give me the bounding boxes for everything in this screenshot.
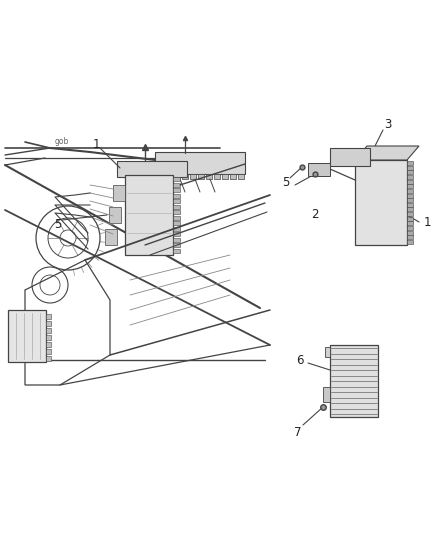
Bar [46, 314, 51, 319]
Bar [407, 221, 413, 225]
Bar [222, 174, 228, 179]
Bar [125, 175, 173, 255]
Bar [46, 342, 51, 347]
Text: 1: 1 [92, 139, 100, 151]
Bar [323, 387, 330, 402]
Bar [407, 231, 413, 235]
Text: 3: 3 [384, 118, 392, 132]
Bar [173, 238, 180, 242]
Bar [407, 184, 413, 188]
Bar [173, 216, 180, 220]
Bar [214, 174, 220, 179]
Bar [173, 188, 180, 192]
Text: 2: 2 [311, 208, 319, 222]
Bar [330, 345, 378, 417]
Text: 1: 1 [423, 215, 431, 229]
Text: gob: gob [55, 136, 69, 146]
Bar [174, 174, 180, 179]
Bar [206, 174, 212, 179]
Bar [173, 227, 180, 231]
Bar [407, 212, 413, 216]
Bar [46, 335, 51, 340]
Bar [173, 221, 180, 225]
Bar [8, 310, 46, 362]
Bar [46, 349, 51, 354]
Bar [238, 174, 244, 179]
Text: 7: 7 [294, 425, 302, 439]
Bar [117, 161, 187, 177]
Bar [407, 226, 413, 230]
Bar [46, 328, 51, 333]
Bar [173, 244, 180, 247]
Bar [407, 189, 413, 193]
Bar [407, 171, 413, 174]
Polygon shape [355, 146, 419, 160]
Text: 5: 5 [283, 175, 290, 189]
Bar [230, 174, 236, 179]
Bar [109, 207, 121, 223]
Bar [190, 174, 196, 179]
Bar [330, 148, 370, 166]
Bar [407, 203, 413, 207]
Bar [407, 193, 413, 198]
Bar [407, 207, 413, 212]
Bar [173, 177, 180, 181]
Bar [325, 347, 330, 357]
Bar [407, 198, 413, 202]
Bar [166, 174, 172, 179]
Bar [46, 321, 51, 326]
Bar [407, 161, 413, 165]
Bar [182, 174, 188, 179]
Bar [198, 174, 204, 179]
Bar [407, 180, 413, 183]
Text: 5: 5 [54, 217, 62, 230]
Bar [355, 160, 407, 245]
Bar [173, 193, 180, 198]
Bar [46, 356, 51, 361]
Bar [173, 210, 180, 214]
Bar [113, 185, 125, 201]
Bar [407, 175, 413, 179]
Bar [173, 249, 180, 253]
Bar [173, 199, 180, 203]
Bar [173, 182, 180, 187]
Bar [105, 229, 117, 245]
Bar [173, 205, 180, 209]
Bar [407, 240, 413, 244]
Text: 6: 6 [296, 354, 304, 367]
Bar [407, 217, 413, 221]
Bar [158, 174, 164, 179]
Bar [407, 166, 413, 169]
Bar [173, 232, 180, 236]
Bar [308, 163, 330, 176]
Bar [407, 236, 413, 239]
Bar [155, 152, 245, 174]
